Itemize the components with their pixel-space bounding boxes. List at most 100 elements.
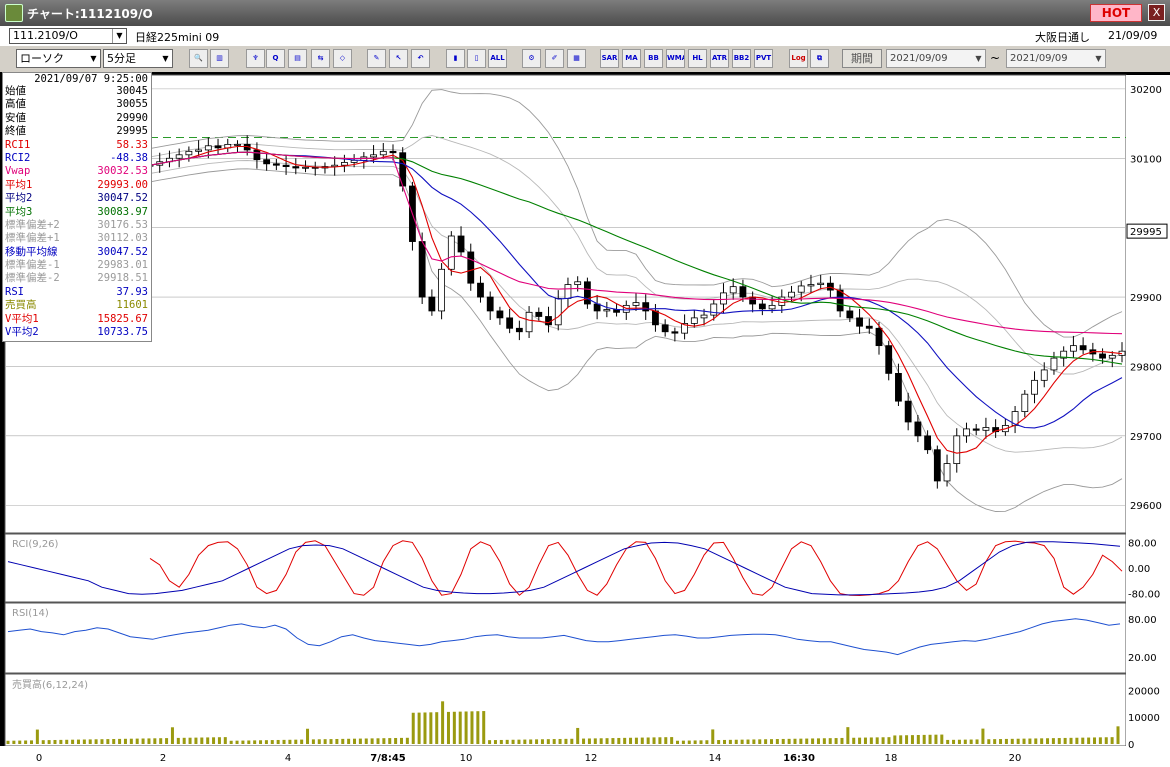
volume-bar <box>47 740 51 744</box>
sheet-icon[interactable]: ▤ <box>288 49 307 68</box>
data-window-label: RSI <box>5 285 24 298</box>
ma2-line <box>149 151 1123 429</box>
tick-icon[interactable]: ♆ <box>246 49 265 68</box>
gear-icon[interactable]: ⚙ <box>522 49 541 68</box>
volume-bar <box>411 712 415 744</box>
candle2-icon[interactable]: ▯ <box>467 49 486 68</box>
candle-body <box>467 251 475 284</box>
candle-body <box>1021 393 1029 412</box>
indicator-button-bb[interactable]: BB <box>644 49 663 68</box>
chevron-down-icon[interactable]: ▼ <box>90 54 97 63</box>
chevron-down-icon[interactable]: ▼ <box>112 29 126 43</box>
symbol-select[interactable]: 111.2109/O ▼ <box>9 28 127 44</box>
all-icon[interactable]: ALL <box>488 49 507 68</box>
date-to-field[interactable]: 2021/09/09 ▼ <box>1006 49 1106 68</box>
pointer-icon[interactable]: ↖ <box>389 49 408 68</box>
chart-type-select[interactable]: ローソク ▼ <box>16 49 101 68</box>
volume-bar <box>881 737 885 744</box>
close-button[interactable]: X <box>1148 4 1165 21</box>
candle-body <box>438 268 446 312</box>
volume-bar <box>540 739 544 744</box>
data-window-row: 平均1 29993.00 <box>3 179 151 192</box>
rsi-line <box>7 618 1121 656</box>
volume-bar <box>153 738 157 744</box>
undo-icon[interactable]: ↶ <box>411 49 430 68</box>
chevron-down-icon[interactable]: ▼ <box>1095 54 1102 63</box>
data-window-label: 平均3 <box>5 205 33 218</box>
volume-bar <box>458 711 462 744</box>
volume-bar <box>617 737 621 744</box>
indicator-button-atr[interactable]: ATR <box>710 49 729 68</box>
q-icon[interactable]: Q <box>266 49 285 68</box>
indicator-button-hl[interactable]: HL <box>688 49 707 68</box>
indicator-button-ma[interactable]: MA <box>622 49 641 68</box>
chart-canvas[interactable]: 3020030100300002990029800297002960029995… <box>0 72 1170 767</box>
volume-bar <box>1087 737 1091 744</box>
color-icon[interactable]: ▦ <box>567 49 586 68</box>
volume-bar <box>370 738 374 744</box>
pen-icon[interactable]: ✎ <box>367 49 386 68</box>
data-window-row: Vwap 30032.53 <box>3 165 151 178</box>
date-from-field[interactable]: 2021/09/09 ▼ <box>886 49 986 68</box>
price-tick-label: 30100 <box>1130 154 1162 165</box>
candle-body <box>185 150 193 156</box>
volume-bar <box>1010 738 1014 744</box>
data-window-row: 終値 29995 <box>3 125 151 138</box>
indicator-button-sar[interactable]: SAR <box>600 49 619 68</box>
data-window-row: 高値 30055 <box>3 98 151 111</box>
candle-body <box>661 324 669 333</box>
chevron-down-icon[interactable]: ▼ <box>975 54 982 63</box>
time-tick-label: 10 <box>460 753 473 764</box>
ma1-line <box>149 145 1123 454</box>
candle-body <box>671 331 679 334</box>
volume-bar <box>423 712 427 744</box>
volume-bar <box>405 737 409 744</box>
price-tick-label: 29700 <box>1130 432 1162 443</box>
period-button[interactable]: 期間 <box>842 49 882 68</box>
candle-body <box>292 166 300 169</box>
rsi-tick-label: 80.00 <box>1128 615 1157 626</box>
data-window-label: 移動平均線 <box>5 245 58 258</box>
volume-bar <box>394 737 398 744</box>
volume-tick-label: 20000 <box>1128 686 1160 697</box>
volume-bar <box>446 711 450 744</box>
data-window-value: 30032.53 <box>97 165 148 178</box>
volume-bar <box>217 737 221 744</box>
chart-area[interactable]: 3020030100300002990029800297002960029995… <box>0 72 1170 767</box>
volume-bar <box>846 727 850 744</box>
candle-body <box>1108 354 1116 359</box>
indicator-button-bb2[interactable]: BB2 <box>732 49 751 68</box>
price-axis <box>1126 75 1170 746</box>
volume-panel-label: 売買高(6,12,24) <box>12 678 88 691</box>
volume-bar <box>893 735 897 744</box>
volume-bar <box>1028 738 1032 744</box>
volume-bar <box>781 738 785 744</box>
candle-body <box>515 327 523 333</box>
reverse-icon[interactable]: ⇆ <box>311 49 330 68</box>
interval-select[interactable]: 5分足 ▼ <box>103 49 173 68</box>
volume-bar <box>76 739 80 744</box>
volume-bar <box>634 737 638 744</box>
volume-bar <box>329 739 333 744</box>
zoom-icon[interactable]: 🔍 <box>189 49 208 68</box>
chevron-down-icon[interactable]: ▼ <box>162 54 169 63</box>
data-window-value: 30045 <box>116 85 148 97</box>
blank-icon[interactable]: ◇ <box>333 49 352 68</box>
log-button[interactable]: Log <box>789 49 808 68</box>
wrench-icon[interactable]: ✐ <box>545 49 564 68</box>
copy-icon[interactable]: ⧉ <box>810 49 829 68</box>
volume-bar <box>769 739 773 744</box>
candle-icon[interactable]: ▮ <box>446 49 465 68</box>
info-bar: 111.2109/O ▼ 日経225mini 09 大阪日通し 21/09/09 <box>0 26 1170 46</box>
data-window-timestamp: 2021/09/07 9:25:00 <box>34 73 148 85</box>
candle-body <box>865 325 873 329</box>
hot-button[interactable]: HOT <box>1090 4 1142 22</box>
indicator-button-pvt[interactable]: PVT <box>754 49 773 68</box>
data-window-value: 15825.67 <box>97 312 148 325</box>
split-icon[interactable]: ▥ <box>210 49 229 68</box>
candle-body <box>545 316 552 326</box>
data-window-label: 平均2 <box>5 192 33 205</box>
volume-bar <box>916 735 920 744</box>
indicator-button-wma[interactable]: WMA <box>666 49 685 68</box>
